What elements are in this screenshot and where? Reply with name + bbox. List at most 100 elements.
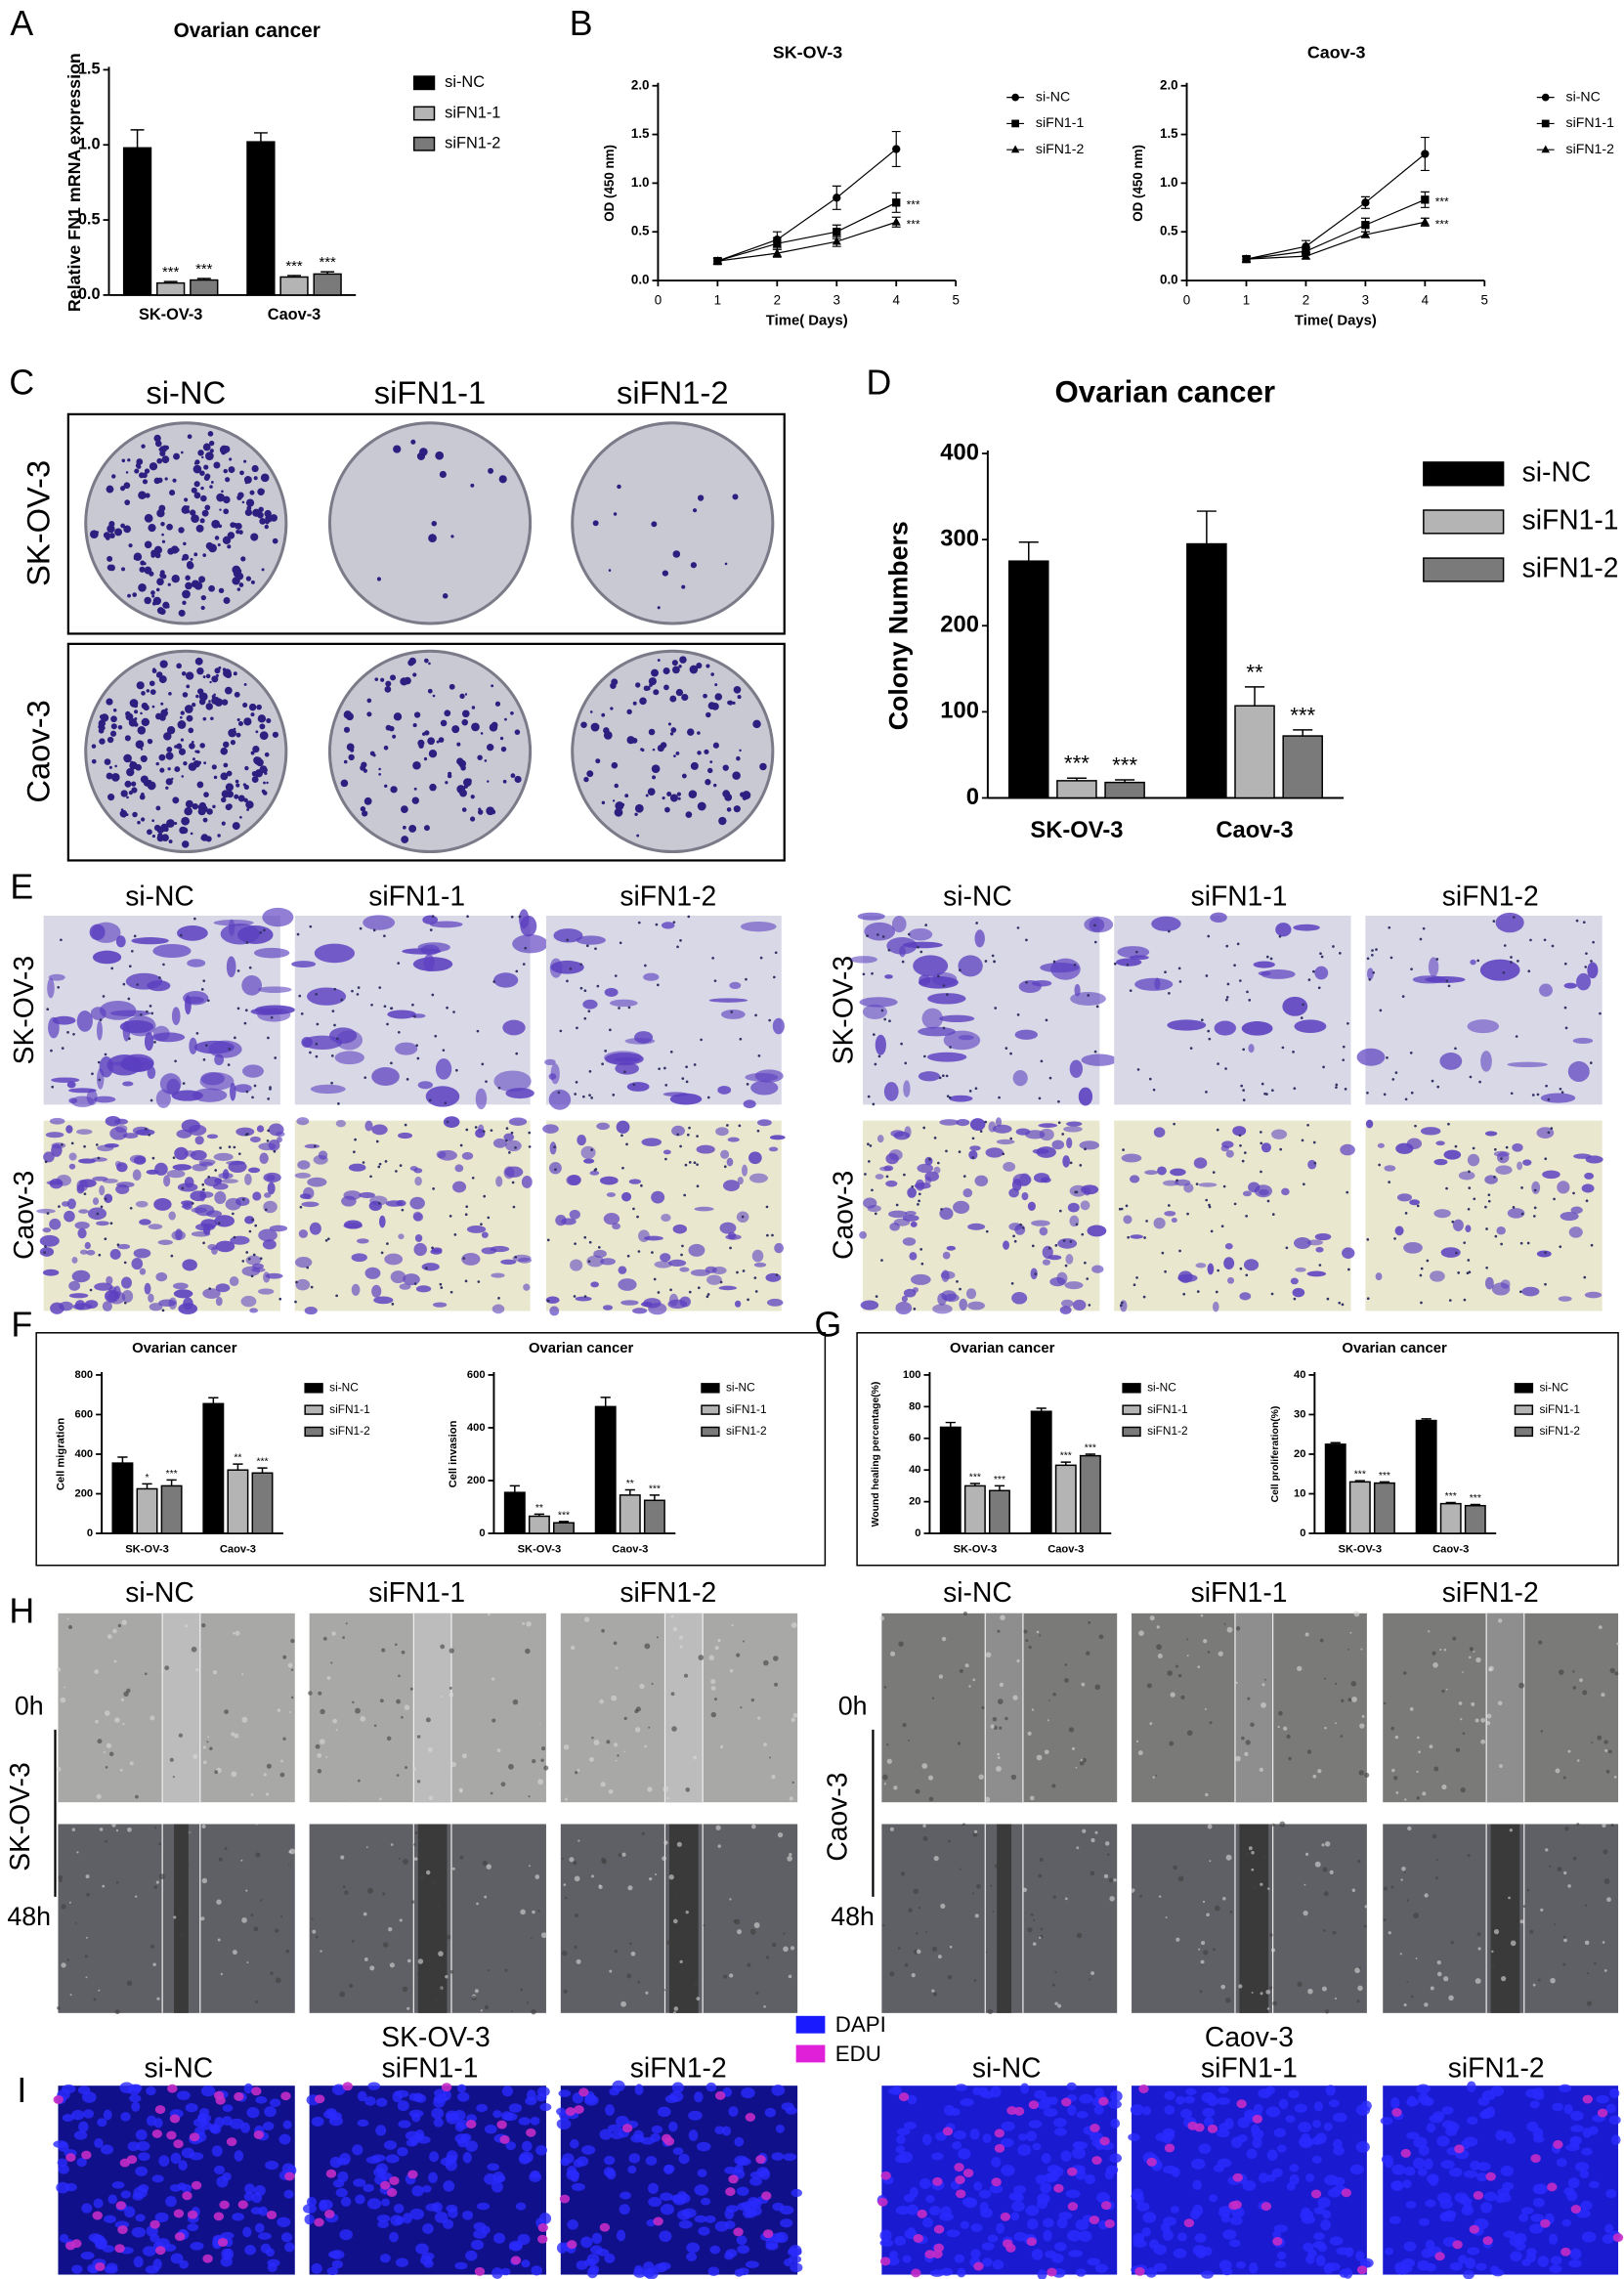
nucleus bbox=[337, 2171, 349, 2182]
nucleus bbox=[1483, 2191, 1498, 2202]
colony bbox=[601, 800, 606, 805]
cell bbox=[99, 1184, 106, 1196]
cell bbox=[414, 1234, 423, 1242]
significance-label: *** bbox=[1112, 752, 1137, 777]
colony bbox=[110, 715, 117, 723]
cell bbox=[1522, 1159, 1532, 1166]
row-label: Caov-3 bbox=[20, 700, 56, 802]
colony bbox=[211, 694, 216, 699]
pore bbox=[1447, 1122, 1450, 1126]
bar bbox=[1439, 1502, 1462, 1534]
colony bbox=[155, 761, 159, 766]
cell bbox=[1491, 1950, 1494, 1954]
nucleus bbox=[556, 2107, 567, 2116]
cell bbox=[727, 1137, 740, 1142]
nucleus bbox=[443, 2180, 455, 2192]
y-tick-label: 0.5 bbox=[78, 210, 101, 228]
colony bbox=[169, 490, 176, 496]
cell bbox=[561, 1950, 568, 1956]
colony bbox=[681, 584, 686, 589]
cell bbox=[788, 1974, 792, 1979]
cell bbox=[266, 1174, 276, 1182]
pore bbox=[876, 933, 879, 936]
colony bbox=[166, 605, 170, 609]
cell bbox=[193, 1040, 235, 1054]
cell bbox=[886, 936, 918, 955]
pore bbox=[481, 1062, 485, 1066]
cell bbox=[1577, 1759, 1580, 1762]
cell bbox=[662, 1785, 669, 1792]
pore bbox=[685, 1065, 688, 1069]
cell bbox=[1598, 1625, 1603, 1630]
nucleus bbox=[1445, 2212, 1456, 2222]
y-axis-label: Cell proliferation(%) bbox=[1270, 1406, 1281, 1503]
edu-nucleus bbox=[1099, 2136, 1110, 2146]
colony bbox=[174, 822, 178, 825]
pore bbox=[601, 1062, 604, 1066]
cell bbox=[224, 1709, 229, 1714]
nucleus bbox=[1461, 2205, 1474, 2215]
pore bbox=[1062, 1239, 1066, 1242]
pore bbox=[1271, 1213, 1275, 1216]
legend-label: siFN1-2 bbox=[329, 1424, 370, 1438]
cell bbox=[1032, 1148, 1049, 1154]
significance-label: *** bbox=[907, 197, 920, 211]
cell bbox=[68, 1901, 71, 1904]
pore bbox=[1178, 980, 1182, 983]
pore bbox=[1454, 1144, 1458, 1148]
cell bbox=[258, 1288, 275, 1295]
cell bbox=[1321, 1843, 1325, 1847]
colony bbox=[165, 786, 169, 790]
nucleus bbox=[1349, 2164, 1364, 2175]
pore bbox=[510, 1131, 514, 1135]
cell bbox=[1165, 1916, 1168, 1919]
colony bbox=[124, 780, 132, 788]
cell bbox=[427, 1958, 431, 1962]
colony bbox=[151, 594, 155, 598]
nucleus bbox=[1440, 2159, 1455, 2170]
colony bbox=[423, 756, 428, 761]
cell bbox=[1283, 1726, 1288, 1731]
nucleus bbox=[476, 2202, 491, 2211]
pore bbox=[1025, 980, 1028, 984]
cell bbox=[135, 1794, 139, 1799]
cell bbox=[1177, 1673, 1182, 1678]
cell bbox=[1241, 1021, 1273, 1036]
cell bbox=[940, 1903, 946, 1910]
edu-nucleus bbox=[574, 2105, 584, 2114]
pore bbox=[685, 1080, 689, 1084]
nucleus bbox=[1463, 2269, 1474, 2279]
colony bbox=[514, 729, 521, 735]
cell bbox=[774, 1242, 784, 1254]
colony bbox=[229, 457, 233, 461]
nucleus bbox=[902, 2255, 912, 2263]
nucleus bbox=[671, 2082, 684, 2093]
pore bbox=[1505, 1145, 1509, 1149]
cell bbox=[616, 1120, 630, 1134]
cell bbox=[172, 1282, 189, 1290]
colony bbox=[114, 773, 119, 778]
cell bbox=[1221, 1140, 1234, 1148]
pore bbox=[676, 945, 679, 949]
cell bbox=[1603, 1878, 1610, 1884]
cell bbox=[147, 980, 171, 992]
cell bbox=[1471, 1701, 1475, 1706]
error-bar bbox=[196, 278, 211, 280]
colony bbox=[393, 712, 403, 721]
cell bbox=[52, 1015, 76, 1025]
colony bbox=[498, 475, 507, 484]
cell bbox=[1223, 1257, 1235, 1270]
pore bbox=[623, 1070, 626, 1074]
colony bbox=[265, 520, 270, 525]
pore bbox=[1560, 1091, 1564, 1095]
colony bbox=[236, 587, 241, 591]
nucleus bbox=[421, 2252, 435, 2260]
nucleus bbox=[1035, 2174, 1047, 2185]
pore bbox=[1527, 969, 1531, 973]
cell bbox=[766, 1298, 784, 1307]
column-label: si-NC bbox=[125, 1576, 194, 1608]
cell bbox=[1436, 1971, 1442, 1977]
pore bbox=[1485, 1266, 1488, 1269]
pore bbox=[1518, 1290, 1522, 1294]
cell bbox=[202, 1760, 207, 1765]
